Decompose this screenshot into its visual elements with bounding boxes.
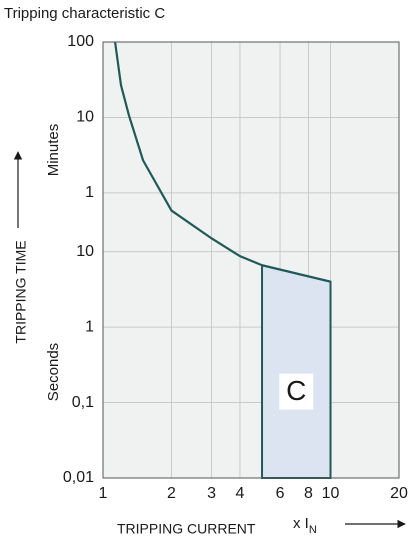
x-tick-label: 1 xyxy=(99,485,108,502)
x-unit-subscript: N xyxy=(309,524,317,536)
y-tick-label: 0,01 xyxy=(63,469,94,486)
chart-title: Tripping characteristic C xyxy=(4,5,165,22)
x-tick-label: 20 xyxy=(390,485,408,502)
x-tick-label: 4 xyxy=(236,485,245,502)
x-tick-label: 6 xyxy=(276,485,285,502)
x-tick-label: 2 xyxy=(167,485,176,502)
x-axis-label: TRIPPING CURRENT xyxy=(117,521,256,537)
x-unit-text: x I xyxy=(293,515,309,532)
region-c xyxy=(261,263,332,479)
y-tick-label: 100 xyxy=(67,33,94,50)
y-tick-label: 10 xyxy=(76,109,94,126)
y-tick-label: 1 xyxy=(85,318,94,335)
tripping-curve xyxy=(113,41,331,283)
x-unit: x IN xyxy=(293,515,317,536)
y-tick-label: 1 xyxy=(85,184,94,201)
region-label: C xyxy=(286,375,306,406)
y-tick-label: 10 xyxy=(76,243,94,260)
y-lower-unit: Seconds xyxy=(45,343,62,401)
region-label-box xyxy=(279,373,314,410)
x-tick-label: 3 xyxy=(207,485,216,502)
x-tick-label: 10 xyxy=(322,485,340,502)
x-tick-label: 8 xyxy=(304,485,313,502)
plot-frame xyxy=(102,41,400,479)
y-tick-label: 0,1 xyxy=(72,394,94,411)
y-axis-label: TRIPPING TIME xyxy=(13,240,29,343)
y-upper-unit: Minutes xyxy=(45,124,62,177)
